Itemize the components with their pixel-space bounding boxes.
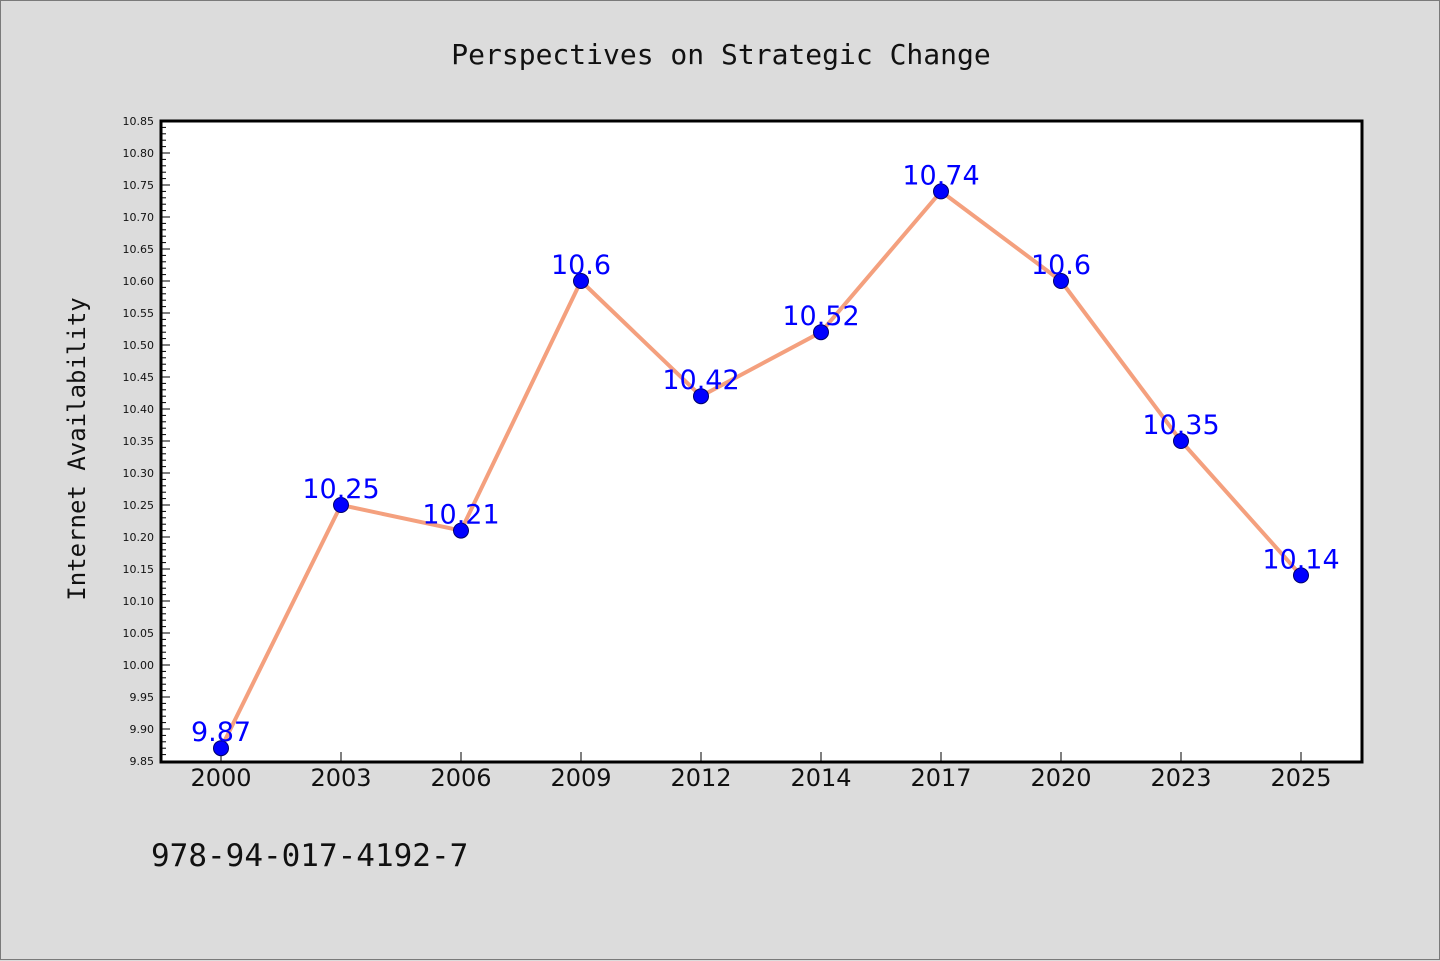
data-label: 10.42 bbox=[662, 365, 739, 396]
y-tick-label: 10.05 bbox=[123, 627, 155, 640]
x-tick-label: 2009 bbox=[550, 764, 611, 792]
x-tick-label: 2006 bbox=[430, 764, 491, 792]
plot-area bbox=[159, 119, 1364, 764]
y-tick-label: 10.50 bbox=[123, 339, 155, 352]
data-label: 9.87 bbox=[191, 717, 251, 748]
x-axis: 2000 2003 2006 2009 2012 2014 2017 2020 2023 2025 bbox=[190, 752, 1332, 792]
series-layer: 9.87 10.25 10.21 10.6 10.42 10.52 10.74 10.6 10.… bbox=[191, 160, 1340, 757]
x-tick-label: 2003 bbox=[310, 764, 371, 792]
x-tick-label: 2000 bbox=[190, 764, 251, 792]
y-tick-label: 9.95 bbox=[130, 691, 155, 704]
y-tick-label: 10.15 bbox=[123, 563, 155, 576]
y-tick-label: 10.80 bbox=[123, 147, 155, 160]
data-label: 10.6 bbox=[1031, 250, 1091, 281]
y-tick-label: 10.10 bbox=[123, 595, 155, 608]
y-tick-label: 10.60 bbox=[123, 275, 155, 288]
y-tick-label: 10.35 bbox=[123, 435, 155, 448]
y-tick-label: 10.45 bbox=[123, 371, 155, 384]
data-point bbox=[573, 273, 589, 289]
x-tick-label: 2020 bbox=[1030, 764, 1091, 792]
data-point bbox=[693, 388, 709, 405]
y-tick-label: 9.90 bbox=[130, 723, 155, 736]
data-label: 10.35 bbox=[1142, 410, 1219, 441]
y-tick-label: 10.00 bbox=[123, 659, 155, 672]
y-tick-label: 10.70 bbox=[123, 211, 155, 224]
x-tick-label: 2025 bbox=[1270, 764, 1331, 792]
data-point bbox=[1293, 567, 1309, 584]
y-tick-label: 10.85 bbox=[123, 115, 155, 128]
chart-title: Perspectives on Strategic Change bbox=[451, 38, 990, 71]
y-tick-label: 10.40 bbox=[123, 403, 155, 416]
data-point bbox=[213, 740, 229, 757]
y-axis-label: Internet Availability bbox=[63, 297, 91, 600]
y-tick-label: 10.20 bbox=[123, 531, 155, 544]
series-line bbox=[219, 189, 1303, 750]
data-point bbox=[813, 324, 829, 341]
y-tick-label: 10.30 bbox=[123, 467, 155, 480]
data-label: 10.6 bbox=[551, 250, 611, 281]
x-tick-label: 2014 bbox=[790, 764, 851, 792]
y-axis: 9.85 9.90 9.95 10.00 10.05 10.10 10.15 10.20 10.… bbox=[123, 115, 170, 768]
data-point bbox=[453, 522, 469, 539]
x-tick-label: 2012 bbox=[670, 764, 731, 792]
y-tick-label: 9.85 bbox=[130, 755, 155, 768]
data-point bbox=[1053, 273, 1069, 289]
y-tick-label: 10.25 bbox=[123, 499, 155, 512]
data-label: 10.74 bbox=[902, 160, 979, 191]
footer-isbn: 978-94-017-4192-7 bbox=[151, 838, 468, 874]
data-label: 10.52 bbox=[782, 301, 859, 332]
x-tick-label: 2023 bbox=[1150, 764, 1211, 792]
x-tick-label: 2017 bbox=[910, 764, 971, 792]
data-point bbox=[1173, 433, 1189, 449]
data-label: 10.21 bbox=[422, 500, 499, 531]
y-tick-label: 10.75 bbox=[123, 179, 155, 192]
data-label: 10.14 bbox=[1262, 544, 1339, 575]
data-point bbox=[933, 183, 949, 200]
y-tick-label: 10.55 bbox=[123, 307, 155, 320]
data-label: 10.25 bbox=[302, 474, 379, 505]
data-point bbox=[333, 497, 349, 513]
y-tick-label: 10.65 bbox=[123, 243, 155, 256]
